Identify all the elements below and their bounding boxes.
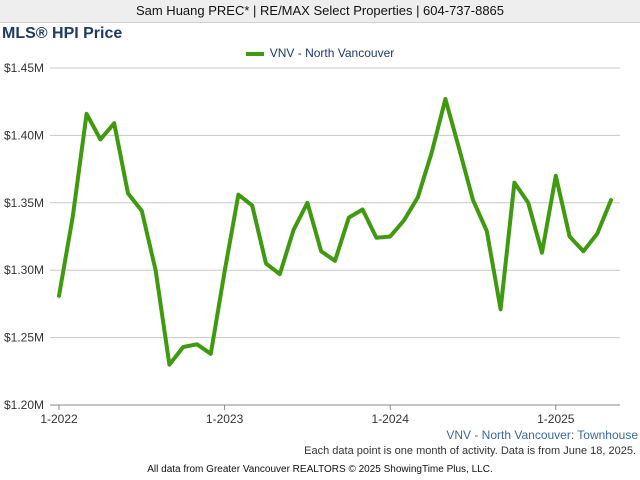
agent-header-bar: Sam Huang PREC* | RE/MAX Select Properti… <box>0 0 640 23</box>
y-tick-label: $1.25M <box>4 331 44 345</box>
y-tick-label: $1.35M <box>4 196 44 210</box>
y-tick-label: $1.20M <box>4 398 44 412</box>
y-tick-label: $1.45M <box>4 61 44 75</box>
legend-swatch <box>245 51 264 56</box>
y-tick-label: $1.40M <box>4 128 44 142</box>
x-tick-label: 1-2025 <box>537 412 575 426</box>
data-note: Each data point is one month of activity… <box>304 445 636 457</box>
x-tick-label: 1-2023 <box>206 412 244 426</box>
x-tick-label: 1-2024 <box>372 412 410 426</box>
hpi-line-chart: $1.20M $1.25M $1.30M $1.35M $1.40M $1.45M 1-20… <box>4 61 620 426</box>
legend-label: VNV - North Vancouver <box>269 46 395 60</box>
data-source: All data from Greater Vancouver REALTORS… <box>147 464 493 475</box>
chart-subtitle: VNV - North Vancouver: Townhouse <box>446 428 638 442</box>
x-tick-label: 1-2022 <box>40 412 78 426</box>
y-tick-label: $1.30M <box>4 263 44 277</box>
series-line-vnv <box>57 97 613 367</box>
chart-legend: VNV - North Vancouver <box>0 46 640 60</box>
chart-title: MLS® HPI Price <box>2 25 123 42</box>
